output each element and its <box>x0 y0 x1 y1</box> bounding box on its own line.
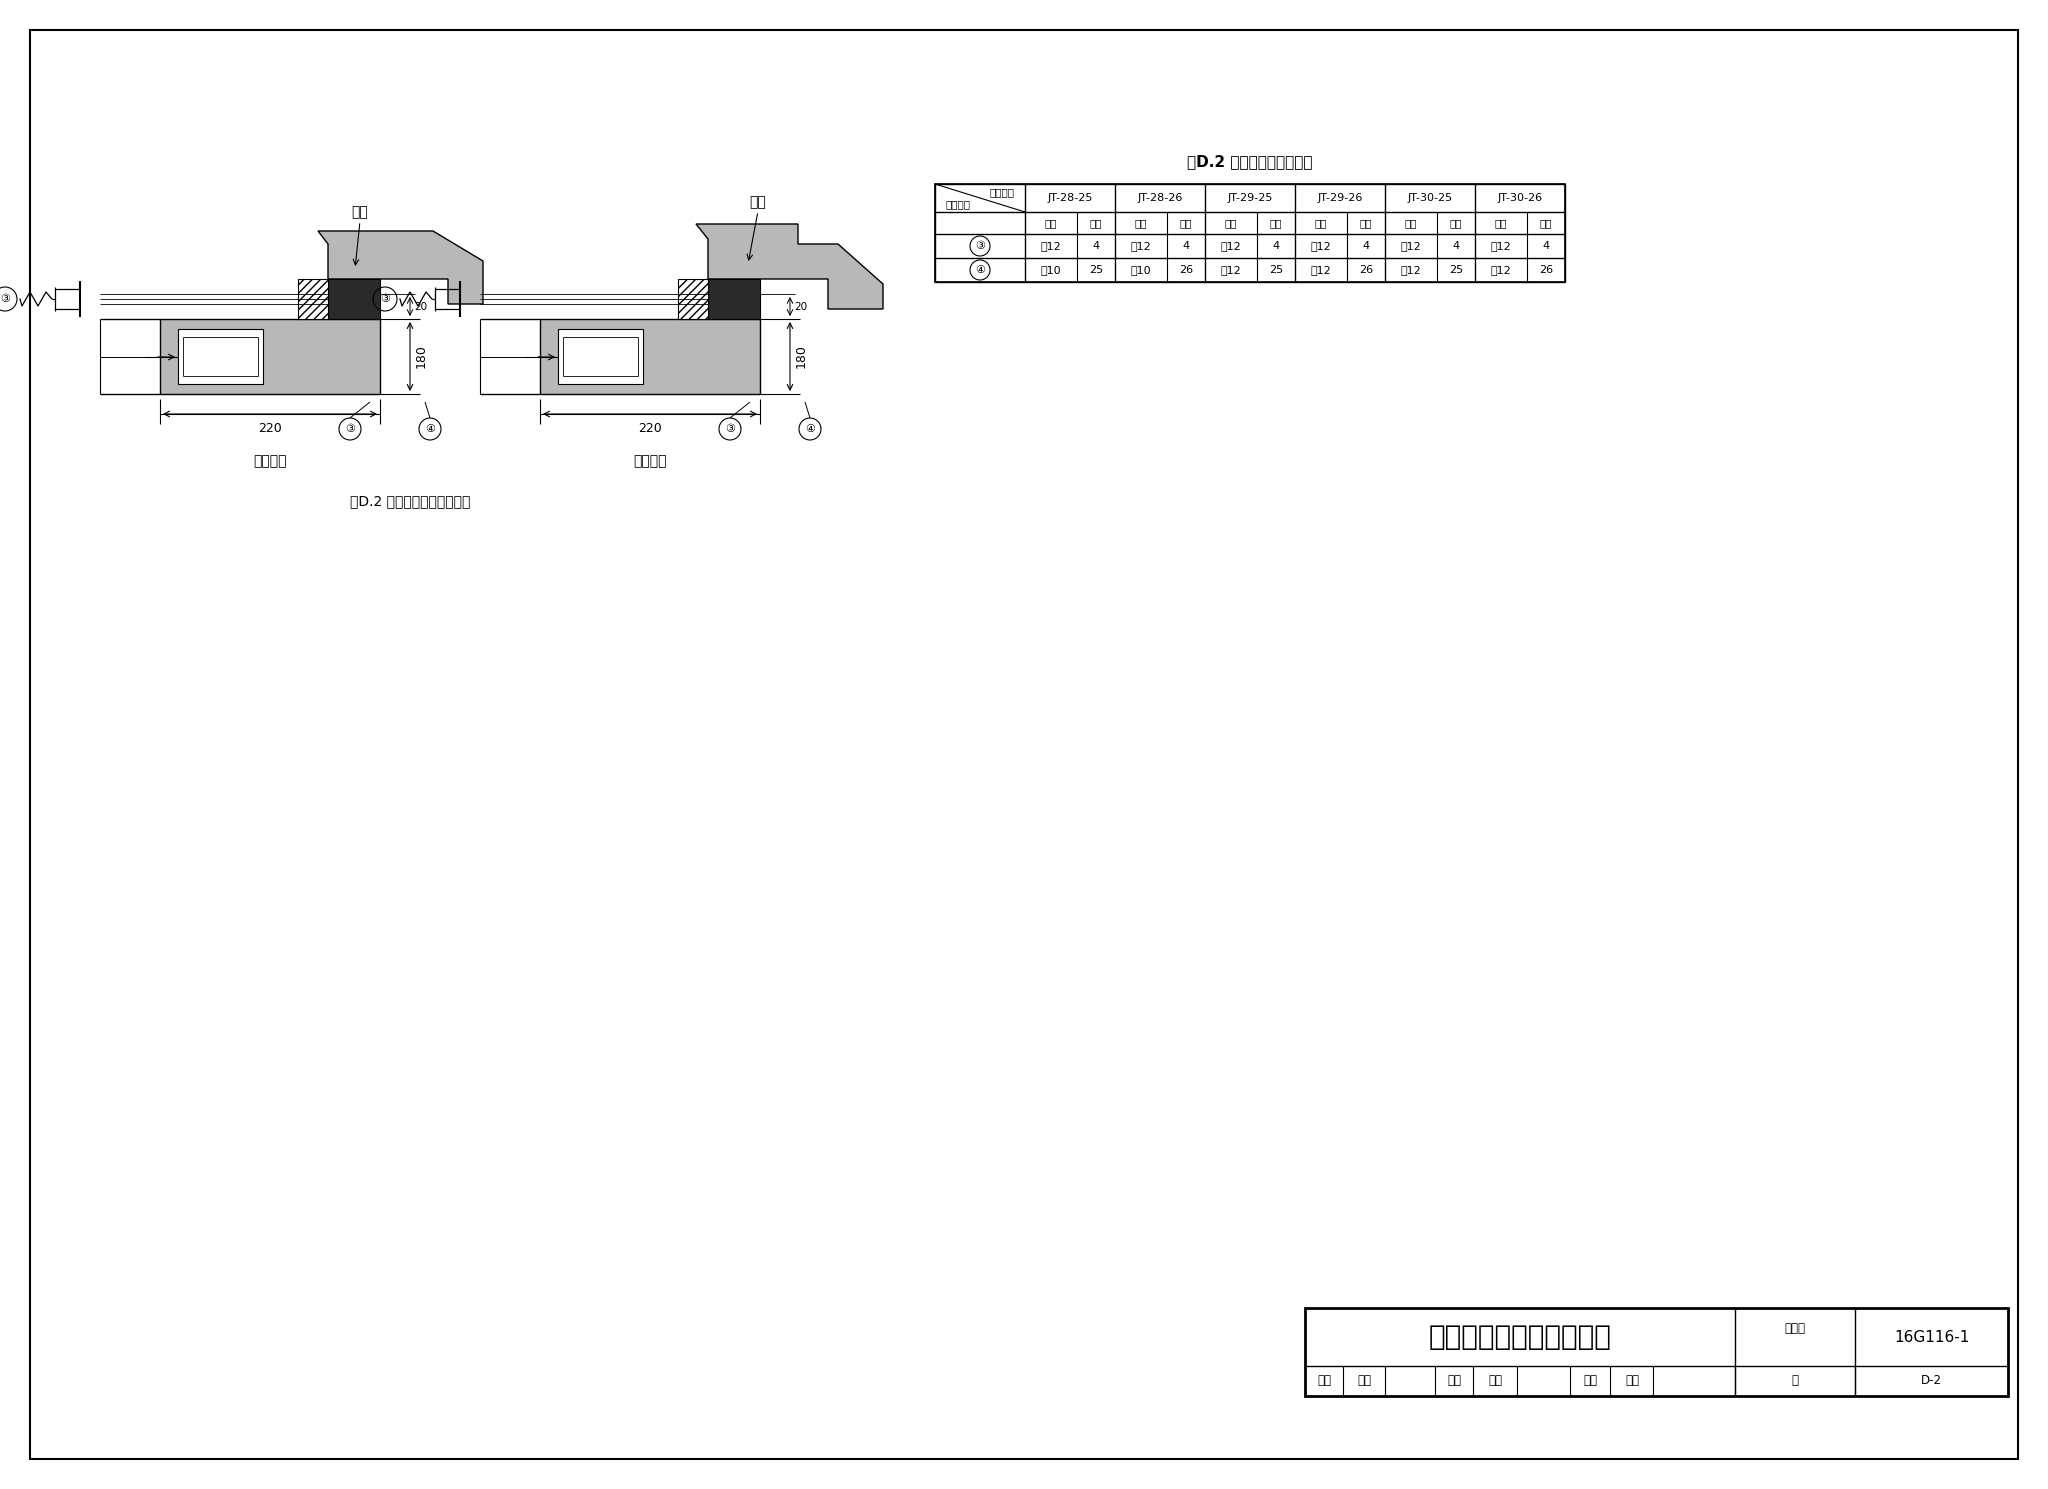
Text: ③: ③ <box>381 293 389 304</box>
Polygon shape <box>696 223 883 310</box>
Text: JT-30-26: JT-30-26 <box>1497 194 1542 203</box>
Text: 4: 4 <box>1542 241 1550 252</box>
Text: 梯梁: 梯梁 <box>352 205 369 219</box>
Text: ④: ④ <box>426 424 434 433</box>
Text: 愫12: 愫12 <box>1311 265 1331 275</box>
Text: 愫12: 愫12 <box>1040 241 1061 252</box>
Text: 数量: 数量 <box>1270 217 1282 228</box>
Text: 愫12: 愫12 <box>1221 265 1241 275</box>
Text: 李化: 李化 <box>1489 1374 1501 1388</box>
Text: 于劲: 于劲 <box>1358 1374 1370 1388</box>
Text: 设计: 设计 <box>1583 1374 1597 1388</box>
Text: JT-30-25: JT-30-25 <box>1407 194 1452 203</box>
Text: 180: 180 <box>416 344 428 368</box>
Text: JT-28-25: JT-28-25 <box>1047 194 1094 203</box>
Text: 表D.2 剪刀楼梯挂耳配筋表: 表D.2 剪刀楼梯挂耳配筋表 <box>1188 155 1313 170</box>
Text: 4: 4 <box>1362 241 1370 252</box>
Bar <box>541 319 760 395</box>
Bar <box>678 278 709 319</box>
Text: 钢筋编号: 钢筋编号 <box>944 200 971 208</box>
Text: 规格: 规格 <box>1405 217 1417 228</box>
Text: 滑动钸端: 滑动钸端 <box>633 454 668 468</box>
Text: JT-29-25: JT-29-25 <box>1227 194 1272 203</box>
Text: 180: 180 <box>795 344 809 368</box>
Text: 愫10: 愫10 <box>1130 265 1151 275</box>
Text: 楼梯编号: 楼梯编号 <box>989 188 1016 197</box>
Text: 数量: 数量 <box>1450 217 1462 228</box>
Bar <box>160 319 381 395</box>
Text: 数量: 数量 <box>1180 217 1192 228</box>
Text: 20: 20 <box>414 301 428 311</box>
Text: 16G116-1: 16G116-1 <box>1894 1330 1970 1345</box>
Text: 校对: 校对 <box>1448 1374 1460 1388</box>
Text: 220: 220 <box>258 421 283 435</box>
Text: 固定钸端: 固定钸端 <box>254 454 287 468</box>
Text: ③: ③ <box>0 293 10 304</box>
Text: ④: ④ <box>805 424 815 433</box>
Text: 26: 26 <box>1180 265 1194 275</box>
Text: 26: 26 <box>1360 265 1372 275</box>
Text: 愫12: 愫12 <box>1491 265 1511 275</box>
Bar <box>557 329 643 384</box>
Text: 26: 26 <box>1538 265 1552 275</box>
Text: 愫12: 愫12 <box>1401 241 1421 252</box>
Text: 数量: 数量 <box>1360 217 1372 228</box>
Text: 愫12: 愫12 <box>1401 265 1421 275</box>
Text: 愫12: 愫12 <box>1130 241 1151 252</box>
Text: 规格: 规格 <box>1135 217 1147 228</box>
Text: ④: ④ <box>975 265 985 275</box>
Text: 兰东: 兰东 <box>1624 1374 1638 1388</box>
Text: 愫10: 愫10 <box>1040 265 1061 275</box>
Bar <box>709 278 760 319</box>
Text: JT-28-26: JT-28-26 <box>1137 194 1182 203</box>
Text: 4: 4 <box>1182 241 1190 252</box>
Text: 愫12: 愫12 <box>1311 241 1331 252</box>
Text: JT-29-26: JT-29-26 <box>1317 194 1362 203</box>
Text: 4: 4 <box>1452 241 1460 252</box>
Text: 审核: 审核 <box>1317 1374 1331 1388</box>
Bar <box>936 185 1565 281</box>
Text: 规格: 规格 <box>1315 217 1327 228</box>
Text: ③: ③ <box>975 241 985 252</box>
Text: 图D.2 剪刀楼梯挂耳节点大样: 图D.2 剪刀楼梯挂耳节点大样 <box>350 494 471 508</box>
Bar <box>299 278 328 319</box>
Text: 规格: 规格 <box>1225 217 1237 228</box>
Text: 愫12: 愫12 <box>1491 241 1511 252</box>
Text: D-2: D-2 <box>1921 1374 1942 1388</box>
Polygon shape <box>317 231 483 304</box>
Text: 4: 4 <box>1272 241 1280 252</box>
Text: 预制钉筋混凝土板式楼梯: 预制钉筋混凝土板式楼梯 <box>1430 1324 1612 1351</box>
Text: 25: 25 <box>1448 265 1462 275</box>
Text: 规格: 规格 <box>1495 217 1507 228</box>
Text: 25: 25 <box>1090 265 1104 275</box>
Text: 图集号: 图集号 <box>1784 1322 1806 1334</box>
Text: 数量: 数量 <box>1090 217 1102 228</box>
Text: 数量: 数量 <box>1540 217 1552 228</box>
Bar <box>328 278 381 319</box>
Text: 梯梁: 梯梁 <box>750 195 766 208</box>
Bar <box>1305 1307 2007 1397</box>
Text: 页: 页 <box>1792 1374 1798 1388</box>
Text: 规格: 规格 <box>1044 217 1057 228</box>
Text: 20: 20 <box>795 302 807 313</box>
Text: ③: ③ <box>725 424 735 433</box>
Text: 25: 25 <box>1270 265 1282 275</box>
Text: ③: ③ <box>344 424 354 433</box>
Text: 愫12: 愫12 <box>1221 241 1241 252</box>
Text: 4: 4 <box>1092 241 1100 252</box>
Bar <box>178 329 262 384</box>
Text: 220: 220 <box>639 421 662 435</box>
